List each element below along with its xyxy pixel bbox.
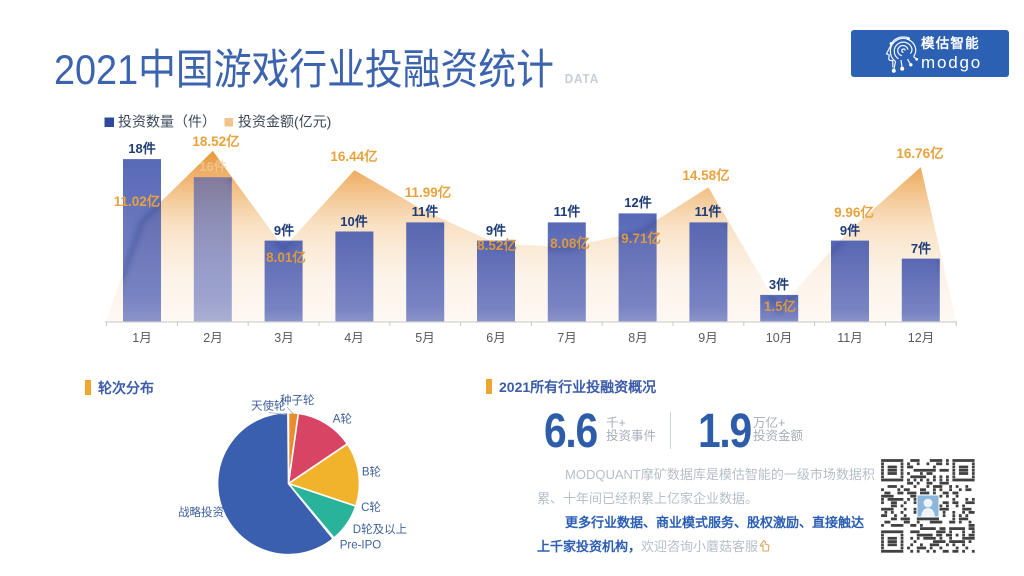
- svg-text:8.08亿: 8.08亿: [550, 235, 590, 251]
- svg-text:9件: 9件: [840, 223, 860, 238]
- svg-text:Pre-IPO: Pre-IPO: [340, 540, 382, 552]
- svg-text:12月: 12月: [908, 331, 934, 345]
- svg-text:10件: 10件: [340, 214, 367, 229]
- svg-text:模估智能: 模估智能: [921, 35, 980, 51]
- svg-text:7月: 7月: [557, 331, 576, 345]
- svg-text:9.71亿: 9.71亿: [621, 230, 661, 246]
- svg-text:11件: 11件: [695, 204, 722, 219]
- svg-text:8月: 8月: [628, 331, 647, 345]
- svg-text:B轮: B轮: [362, 465, 382, 479]
- svg-text:9件: 9件: [486, 223, 506, 238]
- svg-text:12件: 12件: [624, 195, 651, 210]
- svg-text:4月: 4月: [344, 331, 363, 345]
- svg-text:9件: 9件: [274, 223, 294, 238]
- svg-text:modgo: modgo: [921, 53, 982, 72]
- svg-text:8.52亿: 8.52亿: [477, 237, 517, 253]
- svg-text:种子轮: 种子轮: [280, 393, 315, 407]
- svg-text:14.58亿: 14.58亿: [682, 167, 729, 183]
- svg-text:3月: 3月: [274, 331, 293, 345]
- svg-text:16.44亿: 16.44亿: [330, 148, 377, 164]
- svg-text:1月: 1月: [132, 331, 151, 345]
- svg-text:11.99亿: 11.99亿: [405, 184, 452, 200]
- svg-text:A轮: A轮: [333, 412, 353, 426]
- svg-text:投资数量（件）: 投资数量（件）: [118, 114, 216, 130]
- svg-text:D轮及以上: D轮及以上: [353, 522, 407, 536]
- svg-text:11件: 11件: [412, 204, 439, 219]
- svg-text:1.5亿: 1.5亿: [764, 298, 796, 314]
- svg-text:9月: 9月: [698, 331, 717, 345]
- svg-text:天使轮: 天使轮: [251, 399, 286, 413]
- svg-text:18.52亿: 18.52亿: [192, 133, 239, 149]
- svg-text:9.96亿: 9.96亿: [834, 204, 874, 220]
- svg-text:16.76亿: 16.76亿: [896, 145, 943, 161]
- svg-text:战略投资: 战略投资: [178, 505, 224, 519]
- svg-text:11件: 11件: [554, 204, 581, 219]
- svg-text:3件: 3件: [769, 277, 789, 292]
- svg-text:10月: 10月: [766, 331, 792, 345]
- svg-text:投资金额(亿元): 投资金额(亿元): [238, 114, 331, 130]
- svg-text:6月: 6月: [486, 331, 505, 345]
- svg-text:16件: 16件: [199, 159, 226, 174]
- svg-text:C轮: C轮: [361, 500, 381, 514]
- svg-text:2月: 2月: [203, 331, 222, 345]
- svg-text:8.01亿: 8.01亿: [266, 249, 306, 265]
- svg-text:7件: 7件: [911, 241, 931, 256]
- svg-text:18件: 18件: [128, 141, 155, 156]
- svg-text:11月: 11月: [837, 331, 862, 345]
- svg-text:5月: 5月: [415, 331, 434, 345]
- svg-text:11.02亿: 11.02亿: [114, 193, 161, 209]
